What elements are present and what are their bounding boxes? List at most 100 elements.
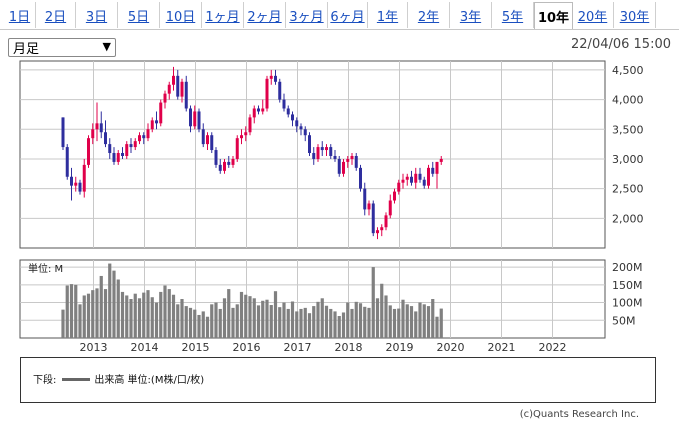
volume-bar xyxy=(103,289,108,338)
tab-10[interactable]: 2年 xyxy=(408,2,450,28)
legend-volume-swatch xyxy=(62,377,91,381)
tab-14[interactable]: 20年 xyxy=(572,2,614,28)
volume-bar xyxy=(120,291,125,338)
candle-body xyxy=(218,164,222,171)
volume-bar xyxy=(146,290,150,338)
volume-bar xyxy=(197,314,201,338)
candle-body xyxy=(116,153,120,162)
tab-underline xyxy=(0,29,679,30)
volume-bar xyxy=(193,309,197,338)
volume-bar xyxy=(210,304,214,338)
volume-bar xyxy=(239,291,244,338)
volume-bar xyxy=(214,302,218,338)
x-tick-label: 2014 xyxy=(131,341,159,354)
volume-bar xyxy=(397,308,401,338)
candle-body xyxy=(155,120,158,124)
candle-body xyxy=(184,81,188,109)
tab-5[interactable]: 1ヶ月 xyxy=(202,2,244,28)
tab-8[interactable]: 6ヶ月 xyxy=(328,2,368,28)
candle-body xyxy=(427,167,430,186)
volume-bar xyxy=(180,299,184,338)
price-tick-label: 3,000 xyxy=(612,153,644,166)
volume-bar xyxy=(431,299,435,338)
candle-body xyxy=(159,102,163,124)
legend-prefix: 下段: xyxy=(33,375,57,386)
legend-volume-label: 出来高 単位:(M株/口/枚) xyxy=(94,375,205,386)
tab-3[interactable]: 5日 xyxy=(118,2,160,28)
legend-text: 下段: 出来高 単位:(M株/口/枚) xyxy=(33,371,204,386)
candle-body xyxy=(129,144,133,148)
candle-body xyxy=(150,120,154,130)
volume-tick-label: 200M xyxy=(612,261,643,274)
copyright-credit: (c)Quants Research Inc. xyxy=(519,409,639,420)
volume-bar xyxy=(133,293,137,338)
candle-body xyxy=(206,135,209,145)
candle-body xyxy=(346,158,350,162)
volume-bar xyxy=(82,295,86,338)
candle-body xyxy=(99,123,103,133)
candle-body xyxy=(367,203,371,210)
tab-12[interactable]: 5年 xyxy=(492,2,534,28)
volume-bar xyxy=(91,290,95,338)
candle-body xyxy=(282,99,286,109)
volume-bar xyxy=(142,292,146,338)
candle-body xyxy=(197,111,201,130)
volume-bar xyxy=(171,294,176,338)
volume-bar xyxy=(86,293,91,338)
candle-body xyxy=(410,176,413,183)
candle-body xyxy=(269,75,273,79)
tab-9[interactable]: 1年 xyxy=(368,2,408,28)
candle-body xyxy=(265,78,269,109)
tab-13[interactable]: 10年 xyxy=(534,2,573,30)
volume-bar xyxy=(409,306,414,338)
volume-bar xyxy=(248,296,252,338)
candle-body xyxy=(354,155,358,168)
period-select-value: 月足 xyxy=(13,42,40,57)
tab-15[interactable]: 30年 xyxy=(614,2,656,28)
tab-6[interactable]: 2ヶ月 xyxy=(244,2,286,28)
volume-bar xyxy=(69,284,74,338)
candle-body xyxy=(70,176,73,186)
tab-0[interactable]: 1日 xyxy=(4,2,36,28)
candle-body xyxy=(431,167,435,174)
candle-body xyxy=(422,179,426,186)
volume-bar xyxy=(358,303,363,338)
candle-body xyxy=(142,135,146,139)
candle-body xyxy=(240,135,243,139)
candle-body xyxy=(138,135,141,142)
candle-body xyxy=(189,108,192,127)
candle-body xyxy=(180,81,184,97)
candle-body xyxy=(291,114,294,121)
volume-bar xyxy=(384,295,388,338)
timeframe-tabs: 1日 2日 3日 5日 10日 1ヶ月 2ヶ月 3ヶ月 6ヶ月 1年 2年 3年 5年 10年 20年 30年 xyxy=(0,0,679,30)
tab-4[interactable]: 10日 xyxy=(160,2,202,28)
candle-body xyxy=(380,227,384,231)
volume-bar xyxy=(163,285,167,338)
candle-body xyxy=(299,126,303,130)
volume-bar xyxy=(188,307,193,338)
volume-bar xyxy=(341,312,346,338)
volume-tick-label: 50M xyxy=(612,314,636,327)
volume-bar xyxy=(116,279,120,338)
tab-11[interactable]: 3年 xyxy=(450,2,492,28)
volume-bar xyxy=(286,308,290,338)
period-select[interactable]: 月足 ▼ xyxy=(8,38,116,57)
tab-1[interactable]: 2日 xyxy=(36,2,76,28)
volume-bar xyxy=(205,316,210,338)
price-tick-label: 2,000 xyxy=(612,212,644,225)
candle-body xyxy=(74,182,78,186)
candle-body xyxy=(95,123,99,130)
candle-body xyxy=(439,158,443,162)
candle-body xyxy=(329,147,333,156)
volume-bar xyxy=(316,301,320,338)
candle-body xyxy=(376,230,379,234)
candle-body xyxy=(337,158,341,174)
volume-bar xyxy=(218,308,222,338)
volume-bar xyxy=(312,306,316,338)
volume-bar xyxy=(329,308,333,338)
volume-bar xyxy=(354,301,358,338)
tab-2[interactable]: 3日 xyxy=(76,2,118,28)
candle-body xyxy=(414,173,418,183)
tab-7[interactable]: 3ヶ月 xyxy=(286,2,328,28)
